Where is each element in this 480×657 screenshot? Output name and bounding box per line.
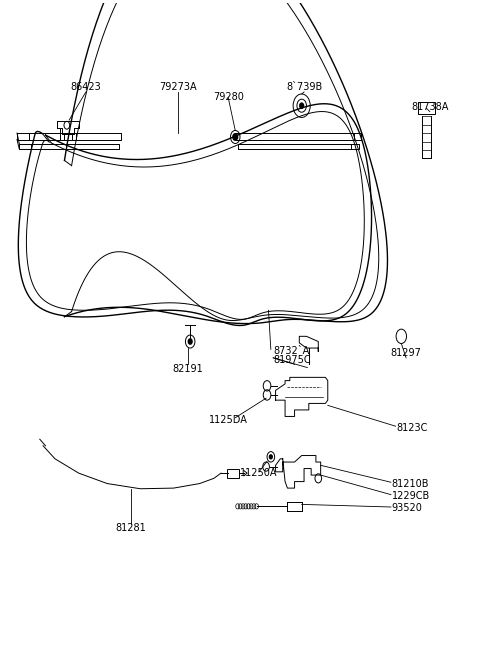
Circle shape (269, 455, 272, 459)
Circle shape (188, 339, 192, 344)
Text: 82191: 82191 (172, 364, 203, 374)
Text: 11250A: 11250A (240, 468, 278, 478)
Text: 1125DA: 1125DA (209, 415, 248, 424)
Text: 81975C: 81975C (273, 355, 311, 365)
Text: 79273A: 79273A (159, 83, 197, 93)
Text: 86423: 86423 (71, 83, 101, 93)
Circle shape (233, 134, 238, 140)
Text: 8`739B: 8`739B (286, 83, 322, 93)
Text: 8732`A: 8732`A (273, 346, 310, 356)
Bar (418, 102, 435, 114)
Text: 81738A: 81738A (411, 102, 448, 112)
Text: 81210B: 81210B (392, 478, 429, 489)
Text: 8123C: 8123C (396, 422, 428, 432)
Text: 93520: 93520 (392, 503, 423, 513)
Text: 81281: 81281 (116, 524, 146, 533)
Text: 81297: 81297 (391, 348, 421, 358)
Text: 1229CB: 1229CB (392, 491, 430, 501)
Circle shape (300, 103, 303, 108)
Text: 79280: 79280 (213, 92, 243, 102)
Bar (227, 468, 239, 478)
